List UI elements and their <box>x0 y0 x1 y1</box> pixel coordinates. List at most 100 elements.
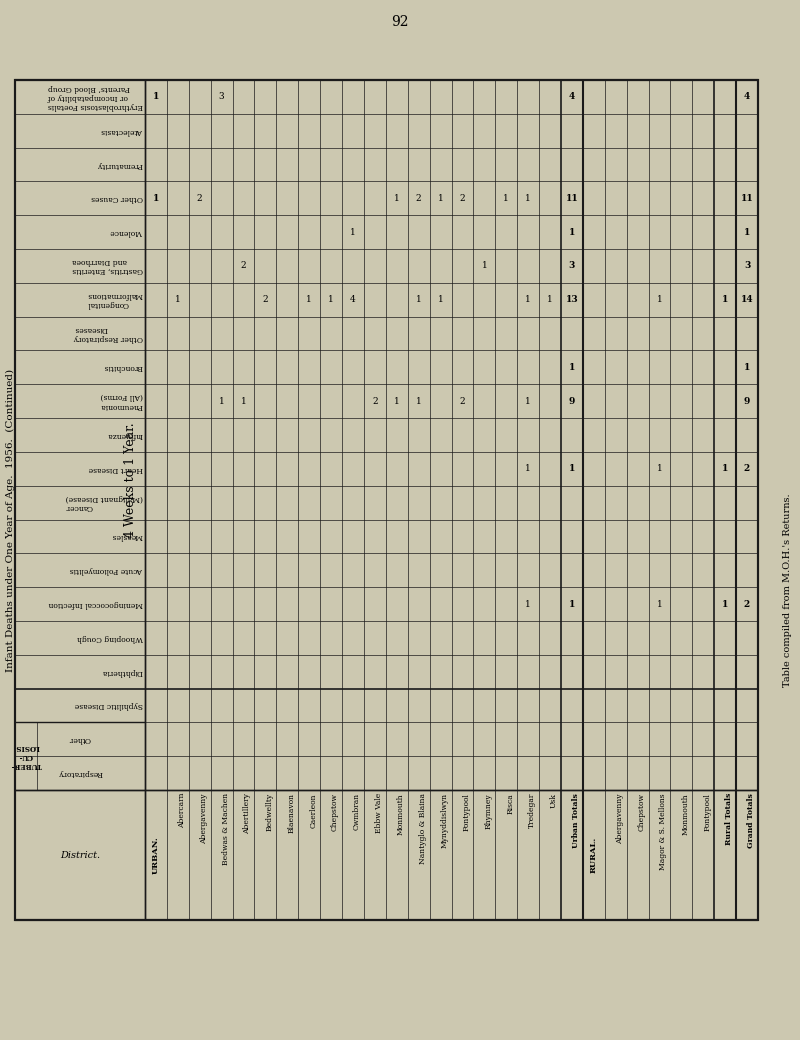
Text: 1: 1 <box>657 599 662 608</box>
Text: Grand Totals: Grand Totals <box>747 792 755 848</box>
Bar <box>15 452 145 486</box>
Text: Monmouth: Monmouth <box>397 792 405 835</box>
Text: 1: 1 <box>394 396 400 406</box>
Text: 1: 1 <box>569 363 575 372</box>
Bar <box>15 350 145 385</box>
Text: 1: 1 <box>218 396 225 406</box>
Text: Pontypool: Pontypool <box>703 792 711 831</box>
Text: 1: 1 <box>657 464 662 473</box>
Text: Abergavenny: Abergavenny <box>200 792 208 843</box>
Bar <box>15 486 145 520</box>
Text: Bedwas & Machen: Bedwas & Machen <box>222 792 230 865</box>
Text: 1: 1 <box>503 193 509 203</box>
Text: 1: 1 <box>438 295 443 305</box>
Bar <box>15 113 145 148</box>
Text: 4: 4 <box>744 93 750 102</box>
Bar <box>15 385 145 418</box>
Text: 4: 4 <box>569 93 575 102</box>
Text: 1: 1 <box>526 396 531 406</box>
Bar <box>15 723 145 756</box>
Text: 92: 92 <box>391 15 409 29</box>
Bar <box>15 621 145 655</box>
Text: 1: 1 <box>722 464 728 473</box>
Text: 11: 11 <box>566 193 578 203</box>
Bar <box>15 553 145 588</box>
Text: District.: District. <box>60 851 100 859</box>
Text: 1: 1 <box>569 599 575 608</box>
Text: Other Respiratory
Diseases: Other Respiratory Diseases <box>74 324 143 342</box>
Text: 1: 1 <box>482 261 487 270</box>
Text: Monmouth: Monmouth <box>682 792 690 835</box>
Bar <box>15 588 145 621</box>
Bar <box>15 80 758 920</box>
Bar <box>15 520 145 553</box>
Text: Diphtheria: Diphtheria <box>102 668 143 676</box>
Text: 1: 1 <box>547 295 553 305</box>
Bar <box>15 655 145 688</box>
Text: 1: 1 <box>744 363 750 372</box>
Text: 1: 1 <box>744 228 750 237</box>
Text: 14: 14 <box>741 295 754 305</box>
Text: 4: 4 <box>350 295 356 305</box>
Bar <box>15 148 145 181</box>
Text: Pontypool: Pontypool <box>462 792 470 831</box>
Text: Syphilitic Disease: Syphilitic Disease <box>74 701 143 709</box>
Text: Acute Poliomyelitis: Acute Poliomyelitis <box>70 566 143 574</box>
Text: URBAN.: URBAN. <box>152 836 160 874</box>
Text: 2: 2 <box>416 193 422 203</box>
Text: Pneumonia
(All Forms): Pneumonia (All Forms) <box>100 392 143 410</box>
Text: 1: 1 <box>569 228 575 237</box>
Bar <box>15 80 145 113</box>
Text: 2: 2 <box>241 261 246 270</box>
Text: Mynyddislwyn: Mynyddislwyn <box>441 792 449 849</box>
Text: 2: 2 <box>460 193 466 203</box>
Text: 1: 1 <box>153 193 159 203</box>
Text: 3: 3 <box>219 93 225 102</box>
Text: 2: 2 <box>262 295 268 305</box>
Text: Ebbw Vale: Ebbw Vale <box>375 792 383 833</box>
Text: 1: 1 <box>241 396 246 406</box>
Text: 1: 1 <box>153 93 159 102</box>
Text: Blaenavon: Blaenavon <box>287 792 295 833</box>
Text: Whooping Cough: Whooping Cough <box>77 633 143 642</box>
Text: 9: 9 <box>744 396 750 406</box>
Text: Abertillery: Abertillery <box>243 792 251 834</box>
Text: 11: 11 <box>741 193 754 203</box>
Text: 1: 1 <box>328 295 334 305</box>
Bar <box>15 215 145 249</box>
Text: 2: 2 <box>744 464 750 473</box>
Text: 1: 1 <box>722 599 728 608</box>
Text: Gastritis, Enteritis
and Diarrhoea: Gastritis, Enteritis and Diarrhoea <box>72 257 143 275</box>
Text: 1: 1 <box>438 193 443 203</box>
Text: Atelectasis: Atelectasis <box>101 127 143 135</box>
Text: Respiratory: Respiratory <box>58 770 102 777</box>
Text: 1: 1 <box>526 464 531 473</box>
Text: 2: 2 <box>460 396 466 406</box>
Text: 13: 13 <box>566 295 578 305</box>
Text: Influenza: Influenza <box>107 431 143 439</box>
Text: TUBER-
CU-
LOSIS.: TUBER- CU- LOSIS. <box>10 743 42 770</box>
Text: Bronchitis: Bronchitis <box>104 363 143 371</box>
Text: Bedwellty: Bedwellty <box>266 792 274 831</box>
Text: Other: Other <box>69 735 91 744</box>
Text: Erythroblastosis Foetalis
or Incompatability of
Parents’ Blood Group: Erythroblastosis Foetalis or Incompatabi… <box>48 83 143 110</box>
Bar <box>15 249 145 283</box>
Bar <box>15 418 145 452</box>
Text: Rhymney: Rhymney <box>484 792 492 829</box>
Text: 3: 3 <box>744 261 750 270</box>
Text: Infant Deaths under One Year of Age.  1956.  (Continued): Infant Deaths under One Year of Age. 195… <box>6 368 14 672</box>
Text: Cancer
(Malignant Disease): Cancer (Malignant Disease) <box>66 494 143 512</box>
Text: Chepstow: Chepstow <box>638 792 646 831</box>
Text: 1: 1 <box>722 295 728 305</box>
Text: Usk: Usk <box>550 792 558 808</box>
Text: 1: 1 <box>416 295 422 305</box>
Bar <box>15 80 758 920</box>
Text: Cwmbran: Cwmbran <box>353 792 361 830</box>
Text: 1: 1 <box>526 599 531 608</box>
Bar <box>15 181 145 215</box>
Bar <box>15 756 145 790</box>
Text: Other Causes: Other Causes <box>91 194 143 203</box>
Text: 1: 1 <box>350 228 356 237</box>
Text: Urban Totals: Urban Totals <box>572 792 580 848</box>
Text: 1: 1 <box>394 193 400 203</box>
